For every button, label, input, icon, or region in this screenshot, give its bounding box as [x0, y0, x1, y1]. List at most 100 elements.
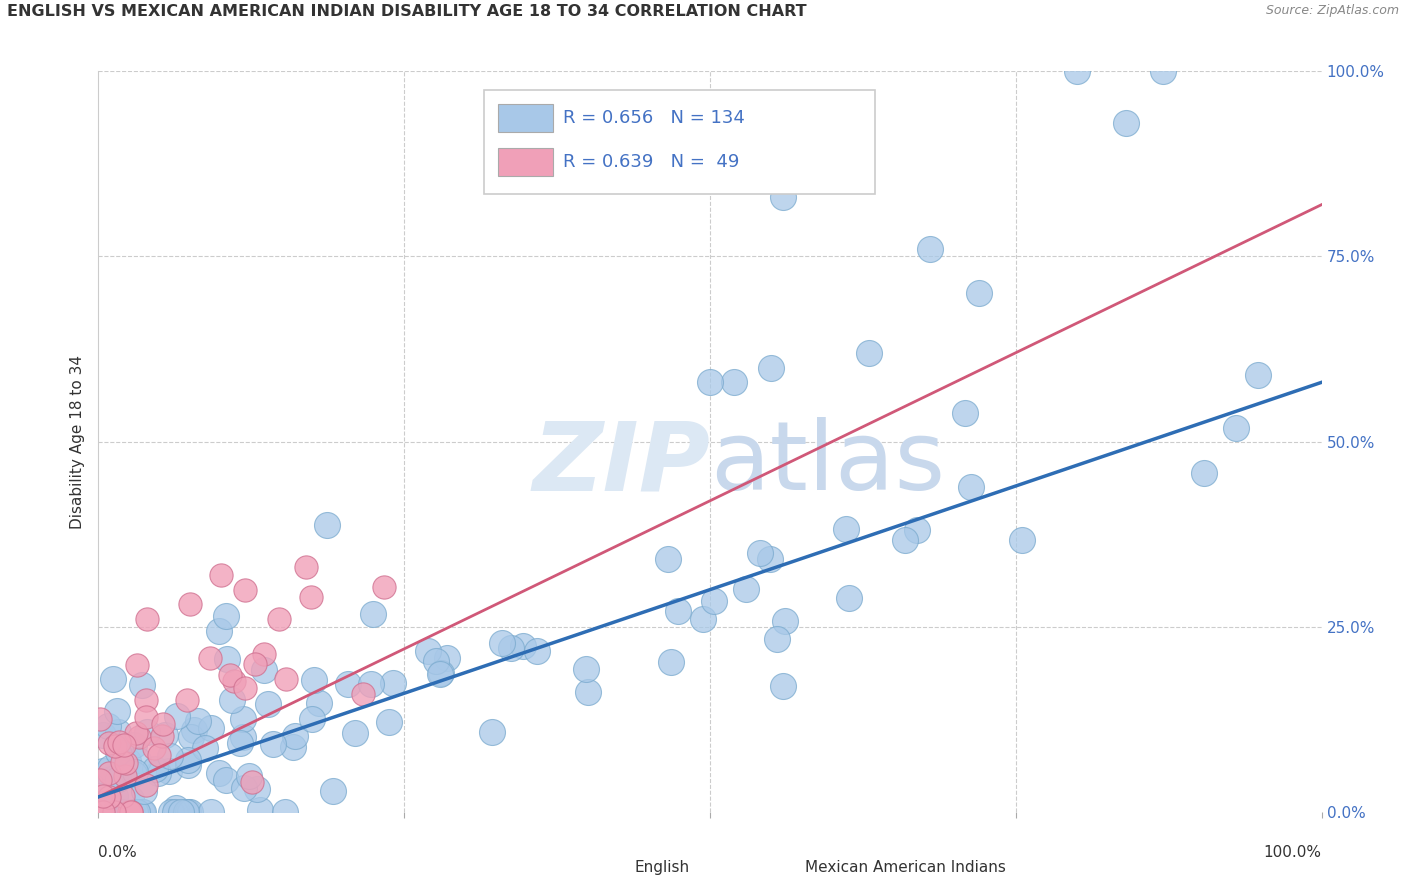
Point [284, 729, 307, 743]
Point [120, 805, 142, 819]
Point [1152, 64, 1174, 78]
Point [146, 766, 169, 780]
Point [183, 723, 205, 737]
Point [87, 789, 110, 803]
Point [772, 679, 794, 693]
Point [322, 784, 344, 798]
Point [299, 591, 322, 605]
Point [481, 725, 503, 739]
Point [104, 739, 127, 754]
Point [96, 805, 118, 819]
Point [112, 738, 135, 752]
Point [94, 791, 117, 805]
Point [124, 765, 146, 780]
Point [905, 523, 928, 537]
Point [373, 580, 395, 594]
Point [208, 624, 231, 639]
Point [104, 772, 127, 786]
Point [233, 582, 256, 597]
Point [217, 651, 239, 665]
Point [772, 190, 794, 204]
Point [749, 546, 772, 560]
Point [308, 696, 330, 710]
Point [246, 782, 269, 797]
Point [501, 641, 523, 656]
Point [361, 607, 384, 621]
Point [1115, 116, 1137, 130]
Point [835, 522, 858, 536]
Point [103, 805, 125, 819]
Point [107, 772, 129, 786]
Point [176, 805, 198, 819]
Point [91, 764, 114, 778]
FancyBboxPatch shape [588, 857, 627, 880]
Point [960, 480, 983, 494]
Text: English: English [634, 860, 689, 875]
Point [180, 731, 202, 745]
Point [157, 764, 180, 778]
Text: ENGLISH VS MEXICAN AMERICAN INDIAN DISABILITY AGE 18 TO 34 CORRELATION CHART: ENGLISH VS MEXICAN AMERICAN INDIAN DISAB… [7, 4, 807, 20]
Point [378, 714, 401, 729]
Text: 100.0%: 100.0% [1264, 845, 1322, 860]
Point [89, 805, 111, 819]
Point [98, 766, 121, 780]
Point [107, 724, 129, 739]
Point [108, 740, 131, 755]
Point [91, 805, 114, 819]
Point [128, 730, 150, 744]
Point [253, 663, 276, 677]
Point [110, 805, 132, 819]
Point [352, 688, 374, 702]
FancyBboxPatch shape [498, 148, 554, 177]
Point [336, 677, 359, 691]
Point [252, 647, 274, 661]
Text: ZIP: ZIP [531, 417, 710, 510]
Point [215, 772, 238, 787]
Point [143, 763, 166, 777]
Point [1192, 467, 1215, 481]
Point [773, 614, 796, 628]
Point [198, 651, 221, 665]
Point [955, 406, 977, 420]
Point [759, 551, 782, 566]
Point [104, 789, 127, 803]
Point [218, 668, 240, 682]
Point [1011, 533, 1033, 547]
Text: R = 0.656   N = 134: R = 0.656 N = 134 [564, 109, 745, 127]
Point [94, 805, 117, 819]
Point [512, 639, 534, 653]
Point [152, 717, 174, 731]
Point [91, 728, 114, 742]
Point [155, 728, 177, 742]
Point [131, 805, 153, 819]
Text: Mexican American Indians: Mexican American Indians [806, 860, 1007, 875]
Point [692, 612, 714, 626]
Point [115, 756, 138, 771]
Point [666, 604, 689, 618]
Point [135, 778, 157, 792]
Point [187, 714, 209, 729]
Text: R = 0.639   N =  49: R = 0.639 N = 49 [564, 153, 740, 171]
Point [221, 693, 243, 707]
Point [97, 719, 120, 733]
Point [177, 753, 200, 767]
Point [761, 360, 783, 375]
Point [229, 736, 252, 750]
Point [135, 710, 157, 724]
Text: Source: ZipAtlas.com: Source: ZipAtlas.com [1265, 4, 1399, 18]
Point [249, 803, 271, 817]
Point [89, 805, 111, 819]
Point [94, 791, 117, 805]
Point [134, 784, 156, 798]
Point [120, 792, 142, 806]
Point [94, 805, 117, 819]
Point [176, 693, 198, 707]
Point [302, 673, 325, 687]
Point [118, 805, 141, 819]
FancyBboxPatch shape [498, 104, 554, 132]
Point [194, 741, 217, 756]
Point [89, 772, 111, 787]
Point [103, 805, 125, 819]
Point [207, 765, 229, 780]
Point [166, 709, 188, 723]
